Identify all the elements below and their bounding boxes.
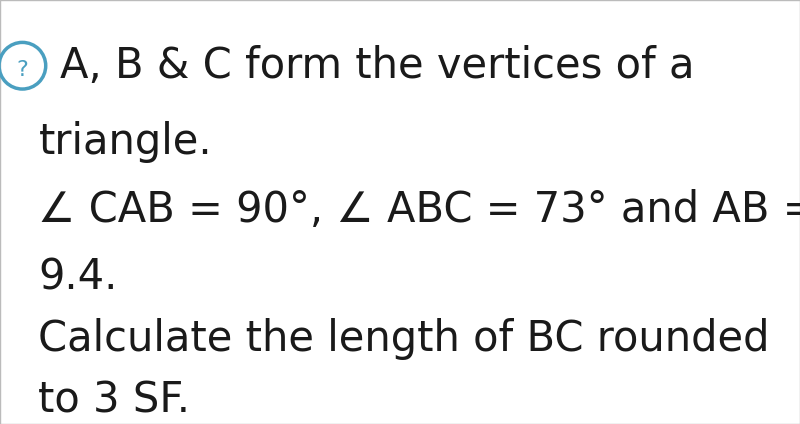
Text: triangle.: triangle. <box>38 121 212 163</box>
Text: Calculate the length of BC rounded: Calculate the length of BC rounded <box>38 318 770 360</box>
Text: 9.4.: 9.4. <box>38 257 118 299</box>
Text: ?: ? <box>17 60 28 80</box>
Text: to 3 SF.: to 3 SF. <box>38 379 190 422</box>
Text: ∠ CAB = 90°, ∠ ABC = 73° and AB =: ∠ CAB = 90°, ∠ ABC = 73° and AB = <box>38 189 800 231</box>
Text: A, B & C form the vertices of a: A, B & C form the vertices of a <box>60 45 694 87</box>
